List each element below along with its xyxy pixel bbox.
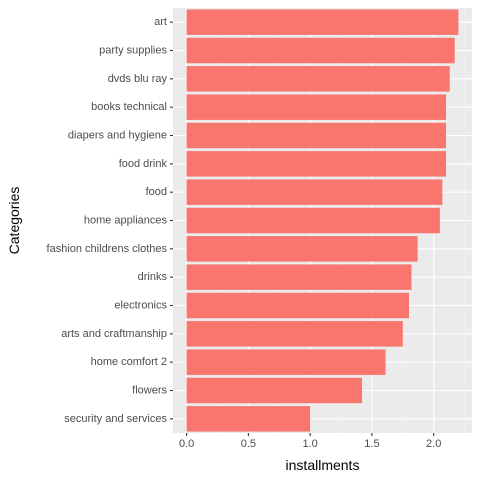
bar [186, 236, 418, 262]
x-axis-title: installments [286, 457, 360, 473]
x-tick-label: 1.5 [364, 438, 379, 450]
y-tick-label: diapers and hygiene [68, 130, 167, 142]
bar [186, 122, 447, 149]
y-tick-label: food [146, 186, 167, 198]
bar [186, 151, 447, 177]
x-tick-label: 2.0 [426, 438, 441, 450]
bar [186, 179, 443, 205]
bar [186, 9, 459, 35]
x-tick-label: 0.0 [179, 438, 194, 450]
y-axis-title: Categories [6, 187, 22, 255]
y-tick-label: flowers [132, 385, 167, 397]
y-tick-label: food drink [119, 158, 168, 170]
y-tick-label: home comfort 2 [91, 356, 167, 368]
x-tick-label: 0.5 [241, 438, 256, 450]
bars-group [186, 9, 459, 432]
y-tick-label: party supplies [99, 45, 167, 57]
y-axis: art party supplies dvds blu ray books techn… [47, 16, 173, 425]
y-tick-label: electronics [114, 300, 167, 312]
bar [186, 66, 450, 92]
bar [186, 94, 447, 120]
y-tick-label: security and services [64, 413, 167, 425]
bar [186, 321, 403, 347]
bar [186, 207, 440, 234]
x-axis: 0.0 0.5 1.0 1.5 2.0 [179, 433, 441, 450]
bar [186, 349, 386, 375]
y-tick-label: arts and craftmanship [61, 328, 167, 340]
bar [186, 377, 363, 404]
bar [186, 406, 311, 432]
y-tick-label: fashion childrens clothes [47, 243, 168, 255]
bar [186, 37, 455, 64]
y-tick-label: home appliances [84, 215, 168, 227]
y-tick-label: art [154, 16, 167, 28]
y-tick-label: books technical [91, 101, 167, 113]
y-tick-label: drinks [138, 271, 168, 283]
y-tick-label: dvds blu ray [108, 73, 168, 85]
bar [186, 292, 409, 319]
bar [186, 264, 412, 290]
x-tick-label: 1.0 [302, 438, 317, 450]
